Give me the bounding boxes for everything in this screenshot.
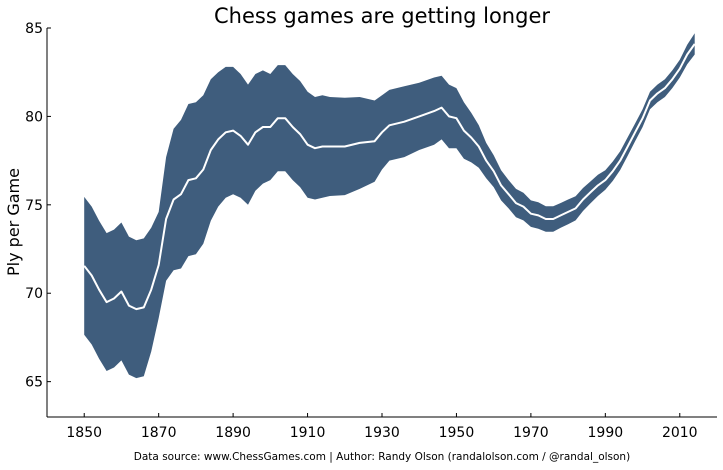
y-tick-label: 75 [25,198,43,214]
plot-area [83,33,696,379]
x-tick-label: 1930 [364,425,400,441]
std-band [84,33,695,379]
y-tick-label: 70 [25,286,43,302]
x-tick-label: 1950 [439,425,475,441]
x-tick-label: 1870 [141,425,177,441]
y-axis-label: Ply per Game [4,168,23,276]
x-tick-label: 2010 [662,425,698,441]
y-tick-label: 65 [25,375,43,391]
axes: 1850 1870 1890 1910 1930 1950 1970 1990 2010 65 70… [25,21,717,441]
footer-credit: Data source: www.ChessGames.com | Author… [134,451,630,463]
x-tick-label: 1970 [513,425,549,441]
y-tick-label: 85 [25,21,43,37]
x-tick-label: 1850 [66,425,102,441]
y-tick-label: 80 [25,109,43,125]
mean-line [83,43,696,311]
chart-title: Chess games are getting longer [214,4,550,28]
x-tick-label: 1890 [215,425,251,441]
x-tick-label: 1910 [290,425,326,441]
x-tick-label: 1990 [588,425,624,441]
